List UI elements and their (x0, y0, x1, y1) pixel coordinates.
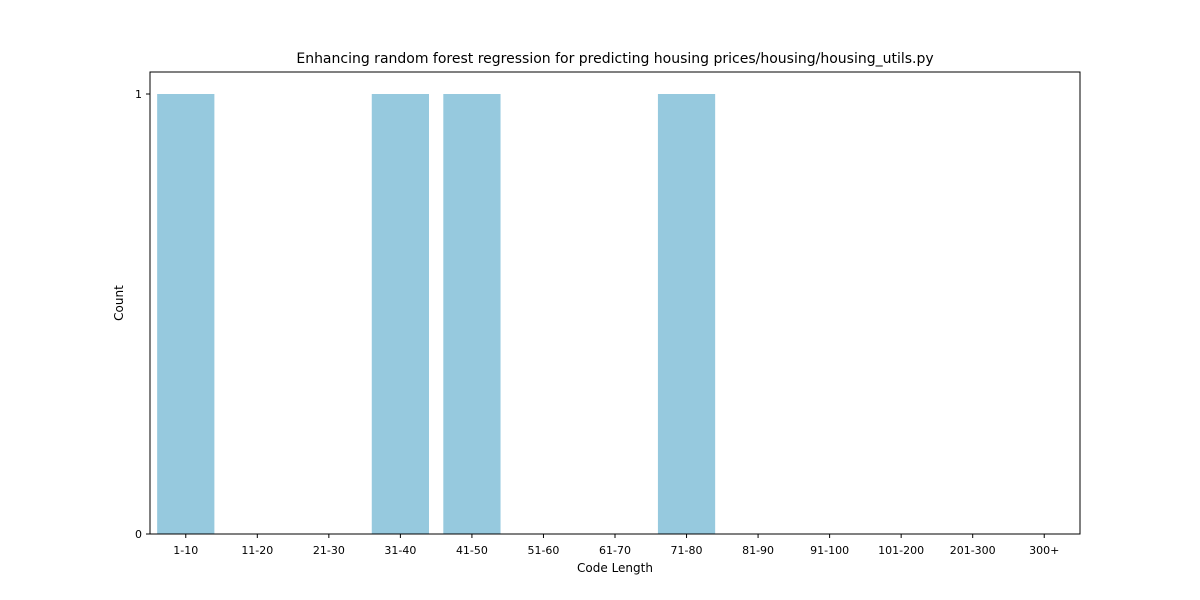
x-tick-label: 41-50 (456, 544, 488, 557)
x-tick-label: 51-60 (527, 544, 559, 557)
y-tick-label: 1 (135, 88, 142, 101)
x-tick-label: 101-200 (878, 544, 924, 557)
bar-71-80 (657, 94, 716, 534)
x-axis-label: Code Length (577, 561, 653, 575)
plot-frame (149, 71, 1081, 535)
bar-31-40 (371, 94, 429, 534)
x-tick-label: 1-10 (173, 544, 198, 557)
x-tick-label: 31-40 (384, 544, 416, 557)
y-axis-ticks: 01 (135, 88, 150, 541)
x-tick-label: 201-300 (950, 544, 996, 557)
x-tick-label: 71-80 (671, 544, 703, 557)
x-tick-label: 81-90 (742, 544, 774, 557)
x-axis-ticks: 1-10 11-20 21-30 31-40 41-50 51-60 61-70 71-80 8… (173, 534, 1059, 557)
bar-41-50 (443, 94, 501, 534)
y-tick-label: 0 (135, 528, 142, 541)
bar-1-10 (157, 94, 215, 534)
bars-group (157, 94, 716, 534)
chart-title: Enhancing random forest regression for p… (296, 51, 933, 67)
x-tick-label: 11-20 (241, 544, 273, 557)
x-tick-label: 21-30 (313, 544, 345, 557)
y-axis-label: Count (112, 285, 126, 321)
x-tick-label: 91-100 (810, 544, 849, 557)
x-tick-label: 61-70 (599, 544, 631, 557)
x-tick-label: 300+ (1029, 544, 1059, 557)
